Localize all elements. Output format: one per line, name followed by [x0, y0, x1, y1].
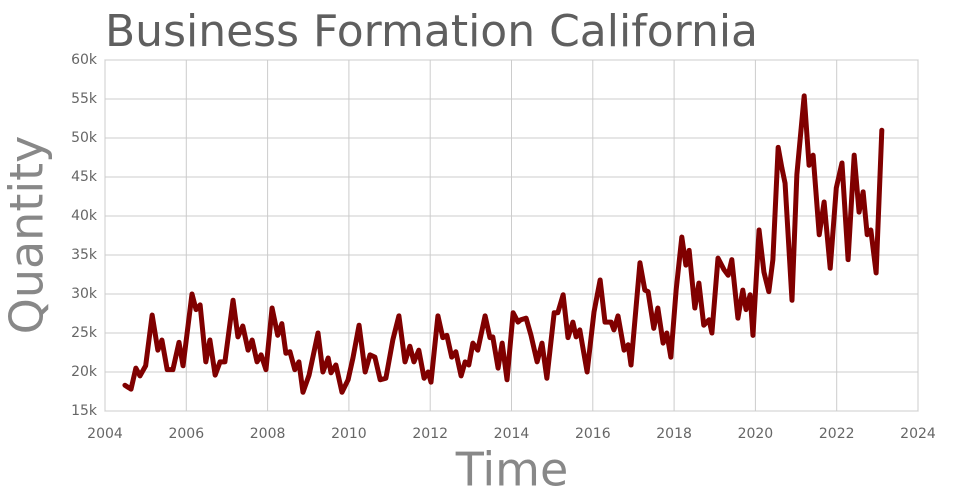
y-tick-label: 40k — [71, 208, 98, 224]
x-tick-label: 2022 — [819, 426, 855, 442]
x-tick-label: 2024 — [900, 426, 936, 442]
y-tick-label: 25k — [71, 325, 98, 341]
x-tick-label: 2012 — [412, 426, 448, 442]
x-tick-label: 2004 — [87, 426, 123, 442]
x-axis-label: Time — [455, 443, 569, 497]
y-tick-label: 35k — [71, 247, 98, 263]
y-tick-label: 55k — [71, 91, 98, 107]
x-tick-label: 2018 — [656, 426, 692, 442]
y-tick-label: 60k — [71, 52, 98, 68]
y-tick-label: 45k — [71, 169, 98, 185]
x-tick-label: 2014 — [494, 426, 530, 442]
x-tick-label: 2016 — [575, 426, 611, 442]
x-tick-label: 2020 — [738, 426, 774, 442]
y-tick-label: 30k — [71, 286, 98, 302]
y-axis-label: Quantity — [0, 136, 54, 335]
x-tick-label: 2010 — [331, 426, 367, 442]
chart-title: Business Formation California — [105, 6, 758, 57]
y-tick-label: 20k — [71, 364, 98, 380]
y-tick-label: 50k — [71, 130, 98, 146]
y-tick-label: 15k — [71, 403, 98, 419]
x-tick-label: 2008 — [250, 426, 286, 442]
x-tick-label: 2006 — [168, 426, 204, 442]
data-line — [122, 93, 885, 395]
